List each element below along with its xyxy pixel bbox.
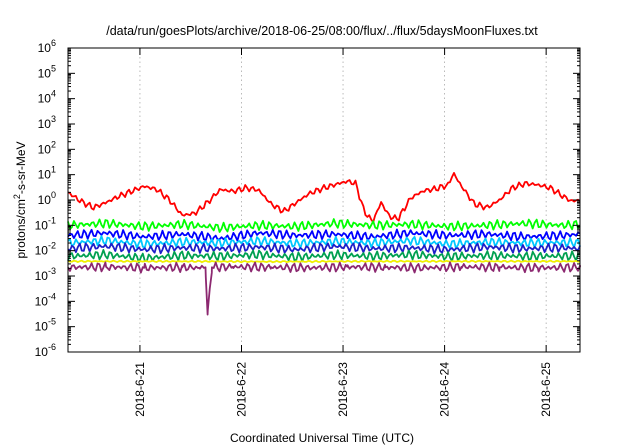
- grid-lines: [139, 48, 547, 352]
- y-tick-label: 10-1: [35, 215, 56, 232]
- y-tick-label: 10-4: [35, 291, 56, 308]
- y-tick-label: 101: [38, 165, 56, 182]
- x-axis-ticks: 2018-6-21 2018-6-22 2018-6-23 2018-6-24 2018…: [133, 48, 553, 417]
- series-line: [67, 242, 581, 255]
- y-tick-label: 10-3: [35, 266, 56, 283]
- x-tick-label: 2018-6-22: [234, 362, 248, 417]
- series-line: [67, 235, 581, 250]
- y-axis-title: protons/cm2-s-sr-MeV: [12, 141, 28, 258]
- series-line: [67, 218, 581, 233]
- chart-title: /data/run/goesPlots/archive/2018-06-25/0…: [106, 24, 538, 38]
- y-tick-label: 103: [38, 114, 56, 131]
- y-tick-label: 10-6: [35, 342, 56, 359]
- x-tick-label: 2018-6-21: [133, 362, 147, 417]
- y-tick-label: 102: [38, 139, 56, 156]
- series-line: [67, 171, 581, 224]
- x-tick-label: 2018-6-25: [539, 362, 553, 417]
- y-tick-label: 105: [38, 63, 56, 80]
- plot-frame: [67, 47, 581, 353]
- x-axis-title: Coordinated Universal Time (UTC): [230, 431, 414, 445]
- x-tick-label: 2018-6-23: [336, 362, 350, 417]
- y-axis-title-superscript: 2: [12, 194, 22, 199]
- data-series: [67, 171, 581, 316]
- series-line: [67, 248, 581, 264]
- y-tick-label: 104: [38, 89, 56, 106]
- series-line: [67, 259, 580, 264]
- y-tick-label: 10-5: [35, 317, 56, 334]
- y-tick-label: 106: [38, 38, 56, 55]
- series-line: [67, 261, 581, 316]
- y-axis-ticks: 106 105 104 103 102 101 100 10-1 10-2 10-3 10-4 10-…: [35, 38, 580, 359]
- series-line: [67, 228, 581, 243]
- y-tick-label: 10-2: [35, 241, 56, 258]
- x-tick-label: 2018-6-24: [438, 362, 452, 417]
- y-tick-label: 100: [38, 190, 56, 207]
